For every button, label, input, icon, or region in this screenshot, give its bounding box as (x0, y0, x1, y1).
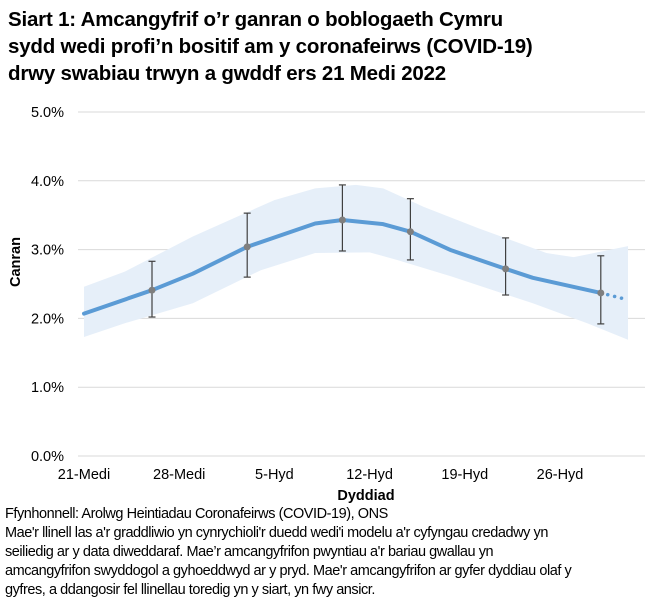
y-axis-label: Canran (8, 237, 24, 287)
estimate-point (243, 243, 251, 251)
estimate-point (148, 286, 156, 294)
x-tick-label: 5-Hyd (255, 467, 294, 483)
x-axis-label: Dyddiad (337, 488, 394, 504)
estimate-point (597, 289, 605, 297)
note-line: Mae'r llinell las a'r graddliwio yn cynr… (5, 525, 548, 541)
credible-interval-band (84, 184, 628, 340)
note-line: amcangyfrifon swyddogol a gyhoeddwyd ar … (5, 563, 572, 579)
estimate-point (406, 228, 414, 236)
chart: 0.0% 1.0% 2.0% 3.0% 4.0% 5.0% 21-Medi 28-Medi 5-… (8, 105, 645, 504)
y-tick-label: 2.0% (31, 311, 64, 327)
x-tick-label: 26-Hyd (537, 467, 584, 483)
x-tick-label: 21-Medi (58, 467, 110, 483)
source-note: Ffynhonnell: Arolwg Heintiadau Coronafei… (5, 506, 388, 522)
y-tick-label: 1.0% (31, 380, 64, 396)
trend-line-dotted (599, 291, 630, 302)
estimate-point (338, 216, 346, 224)
title-line: drwy swabiau trwyn a gwddf ers 21 Medi 2… (8, 62, 446, 85)
chart-notes: Ffynhonnell: Arolwg Heintiadau Coronafei… (5, 505, 572, 600)
x-tick-label: 12-Hyd (346, 467, 393, 483)
x-tick-label: 28-Medi (153, 467, 205, 483)
trend-line (82, 218, 603, 316)
y-tick-label: 0.0% (31, 449, 64, 465)
title-line: Siart 1: Amcangyfrif o’r ganran o boblog… (8, 8, 503, 31)
note-line: seiliedig ar y data diweddaraf. Mae’r am… (5, 544, 494, 560)
title-line: sydd wedi profi’n bositif am y coronafei… (8, 35, 533, 58)
note-line: gyfres, a ddangosir fel llinellau toredi… (5, 582, 375, 598)
chart-title: Siart 1: Amcangyfrif o’r ganran o boblog… (8, 6, 533, 87)
estimate-point (502, 265, 510, 273)
x-tick-label: 19-Hyd (441, 467, 488, 483)
y-tick-label: 4.0% (31, 174, 64, 190)
y-tick-label: 5.0% (31, 105, 64, 121)
y-tick-label: 3.0% (31, 243, 64, 259)
